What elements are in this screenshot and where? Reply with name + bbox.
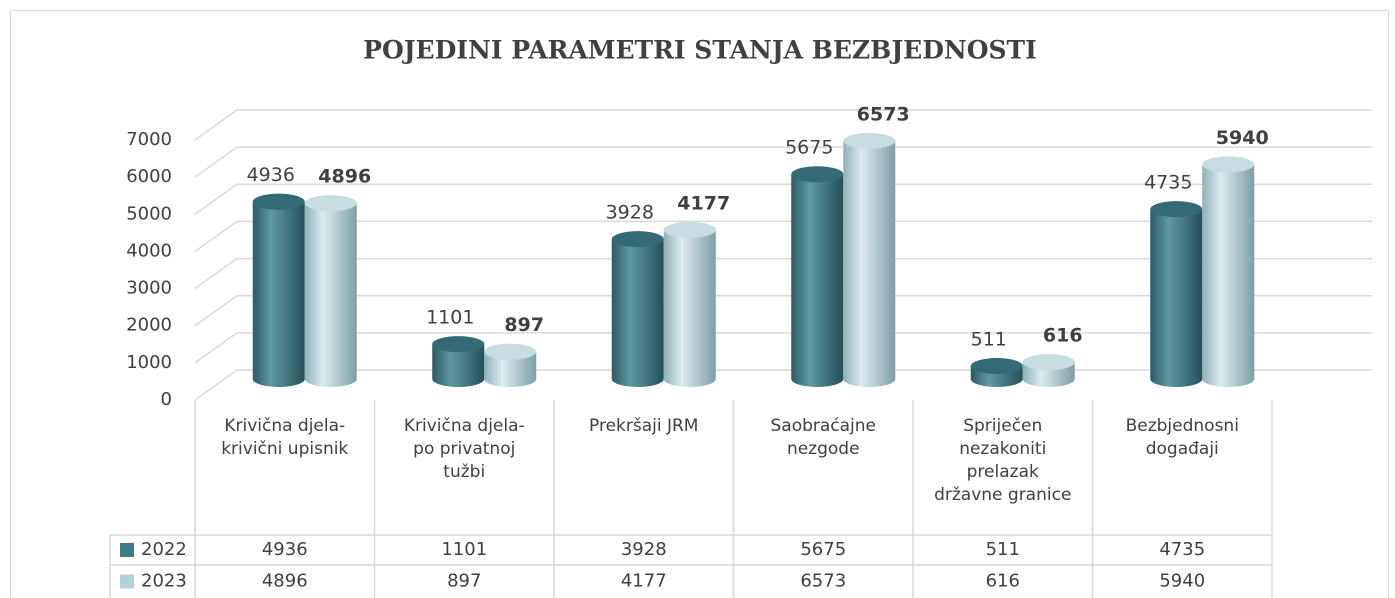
bar bbox=[663, 221, 716, 387]
bar-body bbox=[1150, 209, 1203, 387]
chart-border bbox=[10, 10, 1389, 598]
bar-top bbox=[304, 195, 357, 212]
x-tick-label: prelazak bbox=[967, 462, 1039, 482]
legend-swatch bbox=[120, 574, 134, 589]
bar-top bbox=[1150, 201, 1203, 218]
bar-body bbox=[252, 201, 305, 387]
value-label: 616 bbox=[1043, 325, 1083, 347]
y-tick-label: 5000 bbox=[126, 203, 172, 224]
y-tick-label: 6000 bbox=[126, 166, 172, 187]
table-cell: 5675 bbox=[800, 539, 846, 560]
bar-body bbox=[484, 351, 537, 387]
table-cell: 5940 bbox=[1159, 571, 1205, 592]
table-cell: 4896 bbox=[262, 571, 308, 592]
x-tick-label: Bezbjednosni bbox=[1126, 416, 1239, 436]
grid-line bbox=[194, 220, 1372, 253]
table-cell: 511 bbox=[986, 539, 1020, 560]
grid-line bbox=[194, 332, 1372, 364]
bar bbox=[304, 195, 357, 387]
value-label: 511 bbox=[971, 329, 1007, 351]
bar bbox=[791, 166, 844, 387]
legend-swatch bbox=[120, 543, 134, 557]
grid-line bbox=[194, 109, 1372, 141]
bar-body bbox=[843, 140, 896, 387]
bar bbox=[252, 193, 305, 387]
y-tick-label: 7000 bbox=[126, 129, 172, 150]
bar-body bbox=[791, 174, 844, 387]
table-cell: 3928 bbox=[621, 539, 667, 560]
table-cell: 897 bbox=[447, 571, 481, 592]
value-label: 3928 bbox=[606, 202, 654, 224]
bar bbox=[1022, 354, 1075, 387]
y-tick-label: 0 bbox=[161, 389, 172, 410]
bar-top bbox=[1022, 354, 1075, 371]
x-tick-label: Spriječen bbox=[963, 416, 1042, 436]
bar-top bbox=[791, 166, 844, 183]
bar bbox=[970, 358, 1023, 387]
bar-top bbox=[663, 221, 716, 238]
table-cell: 4936 bbox=[262, 539, 308, 560]
x-tick-label: Saobraćajne bbox=[770, 416, 876, 436]
grid-line bbox=[194, 183, 1372, 215]
y-tick-label: 3000 bbox=[126, 278, 172, 299]
legend-label: 2022 bbox=[141, 539, 187, 560]
x-tick-label: događaji bbox=[1146, 439, 1219, 459]
x-tick-label: Krivična djela- bbox=[224, 416, 345, 436]
bar-body bbox=[1202, 164, 1255, 387]
value-label: 5940 bbox=[1216, 127, 1269, 149]
x-tick-label: nezakoniti bbox=[959, 439, 1046, 459]
grid-line bbox=[194, 146, 1372, 178]
bar-top bbox=[484, 343, 537, 360]
bar bbox=[484, 343, 537, 387]
table-cell: 1101 bbox=[441, 539, 487, 560]
y-tick-label: 1000 bbox=[126, 352, 172, 373]
bar bbox=[611, 231, 664, 387]
bar-body bbox=[432, 344, 485, 387]
value-label: 1101 bbox=[426, 307, 474, 329]
table-cell: 4735 bbox=[1159, 539, 1205, 560]
table-cell: 4177 bbox=[621, 571, 667, 592]
bar-top bbox=[611, 231, 664, 248]
bar-top bbox=[970, 358, 1023, 375]
y-tick-label: 4000 bbox=[126, 240, 172, 261]
x-tick-label: krivični upisnik bbox=[221, 439, 348, 459]
bar-body bbox=[663, 229, 716, 387]
value-label: 4177 bbox=[677, 192, 730, 214]
bar bbox=[843, 132, 896, 387]
grid-line bbox=[194, 257, 1372, 290]
bar bbox=[1202, 156, 1255, 387]
x-tick-label: Krivična djela- bbox=[404, 416, 525, 436]
table-cell: 6573 bbox=[800, 571, 846, 592]
value-label: 5675 bbox=[785, 137, 833, 159]
bar-top bbox=[252, 193, 305, 210]
value-label: 6573 bbox=[857, 103, 910, 125]
bar bbox=[432, 336, 485, 387]
x-tick-label: po privatnoj bbox=[413, 439, 515, 459]
value-label: 4896 bbox=[318, 166, 371, 188]
x-tick-label: tužbi bbox=[443, 462, 485, 482]
value-label: 4735 bbox=[1144, 172, 1192, 194]
x-tick-label: državne granice bbox=[934, 485, 1071, 505]
legend-label: 2023 bbox=[141, 571, 187, 592]
grid-line bbox=[194, 294, 1372, 327]
chart-title: POJEDINI PARAMETRI STANJA BEZBJEDNOSTI bbox=[363, 36, 1037, 65]
bar-body bbox=[611, 239, 664, 387]
x-tick-label: Prekršaji JRM bbox=[589, 416, 698, 436]
value-label: 897 bbox=[504, 314, 544, 336]
y-tick-label: 2000 bbox=[126, 315, 172, 336]
bar bbox=[1150, 201, 1203, 387]
x-tick-label: nezgode bbox=[787, 439, 860, 459]
bar-body bbox=[304, 203, 357, 387]
table-cell: 616 bbox=[986, 571, 1020, 592]
bar-top bbox=[1202, 156, 1255, 173]
bar-top bbox=[432, 336, 485, 353]
bar-top bbox=[843, 132, 896, 149]
value-label: 4936 bbox=[247, 164, 295, 186]
